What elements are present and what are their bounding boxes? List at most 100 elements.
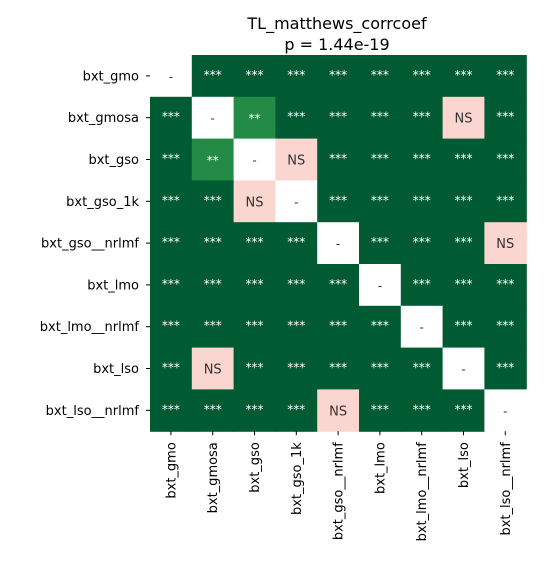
cell-annotation: NS — [204, 363, 222, 378]
heatmap-cell — [150, 96, 193, 140]
heatmap-cell — [400, 305, 444, 349]
cell-annotation: *** — [496, 68, 514, 82]
cell-annotation: *** — [287, 110, 305, 124]
heatmap-cell — [317, 305, 360, 349]
row-tick-label: bxt_lso__nrlmf — [46, 404, 140, 419]
heatmap-cell — [359, 264, 402, 307]
heatmap-cell — [317, 55, 360, 98]
cell-annotation: *** — [246, 402, 264, 416]
heatmap-cell — [150, 264, 193, 307]
heatmap-cell — [442, 222, 485, 265]
heatmap-cell — [359, 96, 402, 140]
heatmap-cell — [442, 55, 485, 98]
cell-annotation: NS — [455, 112, 473, 127]
cell-annotation: *** — [329, 110, 347, 124]
heatmap-cell — [400, 55, 444, 98]
cell-annotation: *** — [371, 110, 389, 124]
cell-annotation: - — [211, 112, 215, 126]
heatmap-cell — [400, 389, 444, 432]
cell-annotation: *** — [455, 319, 473, 333]
cell-annotation: - — [294, 195, 298, 209]
cell-annotation: ** — [249, 112, 261, 126]
heatmap-cell — [317, 222, 360, 265]
cell-annotation: *** — [246, 361, 264, 375]
heatmap-cell — [400, 222, 444, 265]
row-tick-label: bxt_gmosa — [68, 111, 139, 126]
cell-annotation: NS — [329, 404, 347, 419]
heatmap-cell — [275, 389, 318, 432]
cell-annotation: *** — [204, 319, 222, 333]
heatmap-cell — [233, 55, 276, 98]
cell-annotation: *** — [496, 193, 514, 207]
cell-annotation: *** — [413, 110, 431, 124]
cell-annotation: *** — [246, 277, 264, 291]
heatmap-cell — [359, 305, 402, 349]
cell-annotation: *** — [329, 277, 347, 291]
cell-annotation: *** — [162, 235, 180, 249]
cell-annotation: - — [461, 363, 465, 377]
heatmap-cell — [317, 180, 360, 223]
cell-annotation: *** — [287, 319, 305, 333]
column-tick-label: bxt_gso_1k — [290, 442, 305, 515]
cell-annotation: *** — [371, 235, 389, 249]
cell-annotation: *** — [455, 277, 473, 291]
heatmap-cell — [150, 55, 193, 98]
cell-annotation: *** — [371, 402, 389, 416]
cell-annotation: *** — [246, 235, 264, 249]
cell-annotation: NS — [246, 195, 264, 210]
cell-annotation: - — [503, 404, 507, 418]
cell-annotation: *** — [162, 152, 180, 166]
heatmap-cell — [442, 96, 485, 140]
cell-annotation: *** — [204, 235, 222, 249]
heatmap-cell — [484, 264, 527, 307]
heatmap-cell — [275, 138, 318, 181]
heatmap-cell — [150, 138, 193, 181]
heatmap-cell — [233, 222, 276, 265]
cell-annotation: *** — [204, 402, 222, 416]
heatmap-cell — [191, 389, 235, 432]
heatmap-cell — [484, 138, 527, 181]
heatmap-cell — [442, 138, 485, 181]
cell-annotation: *** — [413, 68, 431, 82]
cell-annotation: - — [169, 70, 173, 84]
cell-annotation: *** — [287, 361, 305, 375]
row-tick-label: bxt_lmo__nrlmf — [40, 320, 140, 335]
cell-annotation: - — [252, 154, 256, 168]
heatmap-cell — [191, 96, 235, 140]
cell-annotation: NS — [287, 154, 305, 169]
heatmap-cell — [442, 389, 485, 432]
heatmap-cell — [359, 180, 402, 223]
heatmap-cell — [275, 222, 318, 265]
cell-annotation: - — [420, 321, 424, 335]
cell-annotation: *** — [496, 152, 514, 166]
heatmap-cell — [484, 347, 527, 390]
heatmap-cell — [275, 347, 318, 390]
cell-annotation: *** — [162, 277, 180, 291]
heatmap-cell — [442, 180, 485, 223]
heatmap-cell — [275, 55, 318, 98]
heatmap-cell — [233, 138, 276, 181]
cell-annotation: *** — [329, 152, 347, 166]
column-tick-label: bxt_lso__nrlmf — [499, 442, 514, 536]
cell-annotation: *** — [287, 402, 305, 416]
cell-annotation: *** — [329, 319, 347, 333]
cell-annotation: - — [378, 279, 382, 293]
cell-annotation: *** — [287, 235, 305, 249]
heatmap-cell — [359, 389, 402, 432]
heatmap-cell — [191, 222, 235, 265]
row-tick-label: bxt_gso_1k — [66, 195, 139, 210]
heatmap-cell — [191, 305, 235, 349]
cell-annotation: *** — [204, 277, 222, 291]
heatmap-cell — [150, 180, 193, 223]
cell-annotation: - — [336, 237, 340, 251]
cell-annotation: *** — [162, 319, 180, 333]
heatmap-cell — [317, 138, 360, 181]
row-tick-label: bxt_gmo — [83, 69, 139, 84]
heatmap-cells: - *** *** *** *** *** *** *** ****** - ** *** *** ***… — [150, 55, 527, 432]
cell-annotation: *** — [371, 319, 389, 333]
row-tick-label: bxt_gso__nrlmf — [41, 237, 139, 252]
heatmap-cell — [400, 347, 444, 390]
cell-annotation: *** — [371, 361, 389, 375]
cell-annotation: *** — [246, 319, 264, 333]
heatmap-cell — [233, 347, 276, 390]
